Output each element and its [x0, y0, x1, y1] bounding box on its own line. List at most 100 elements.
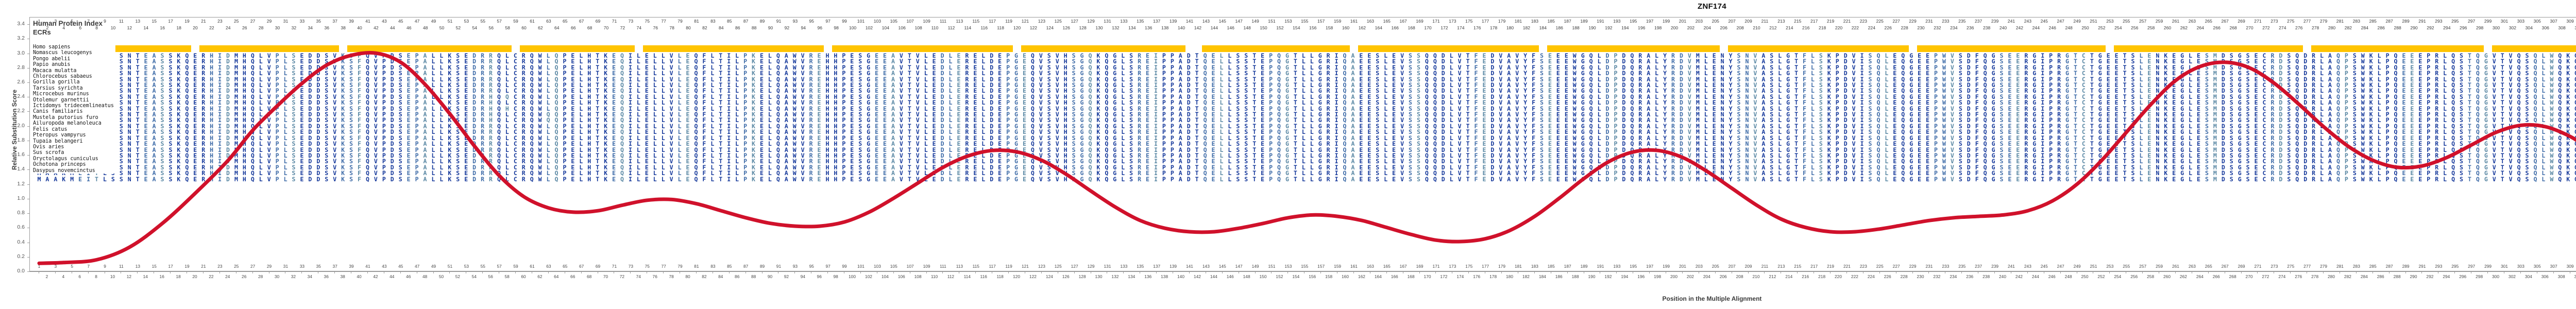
x-position-number: 20: [193, 25, 198, 30]
x-position-number: 251: [2090, 19, 2097, 24]
ecr-block[interactable]: [1021, 45, 1185, 52]
x-position-number: 117: [989, 19, 996, 24]
x-position-number: 147: [1235, 19, 1243, 24]
y-tick-label: 2.6: [17, 79, 25, 85]
x-position-number: 112: [947, 25, 955, 30]
x-position-number: 306: [2541, 25, 2549, 30]
x-position-number: 150: [1260, 25, 1267, 30]
x-position-number: 162: [1358, 25, 1366, 30]
x-position-number: 273: [2270, 19, 2278, 24]
x-position-number: 169: [1416, 19, 1423, 24]
x-position-number: 87: [743, 19, 749, 24]
x-position-number: 156: [1309, 25, 1317, 30]
x-position-number: 146: [1227, 25, 1234, 30]
x-position-number: 177: [1482, 19, 1489, 24]
x-position-number: 210: [1753, 25, 1760, 30]
x-position-number: 275: [2287, 19, 2295, 24]
x-position-number: 267: [2221, 19, 2229, 24]
x-position-number: 31: [283, 19, 289, 24]
ecr-block[interactable]: [1727, 45, 1909, 52]
ecr-track[interactable]: [30, 45, 2576, 52]
y-tick-label: 2.4: [17, 93, 25, 100]
x-position-number: 75: [645, 19, 650, 24]
x-position-number: 262: [2180, 25, 2188, 30]
y-tick-label: 0.0: [17, 268, 25, 274]
x-position-number: 280: [2328, 25, 2336, 30]
x-position-number: 118: [997, 25, 1004, 30]
x-position-number: 173: [1449, 19, 1456, 24]
x-position-number: 302: [2509, 25, 2517, 30]
x-position-number: 229: [1909, 19, 1917, 24]
x-position-number: 170: [1424, 25, 1432, 30]
x-position-number: 237: [1975, 19, 1982, 24]
x-position-number: 176: [1473, 25, 1481, 30]
ecr-block[interactable]: [1201, 45, 1350, 52]
x-position-number: 304: [2525, 25, 2533, 30]
x-position-number: 30: [275, 25, 280, 30]
x-position-number: 105: [890, 19, 897, 24]
y-tick-mark: [27, 111, 29, 112]
x-position-number: 35: [316, 19, 321, 24]
x-position-number: 33: [299, 19, 305, 24]
x-position-number: 191: [1597, 19, 1604, 24]
ecr-block[interactable]: [832, 45, 1013, 52]
x-position-number: 102: [865, 25, 873, 30]
ecr-block[interactable]: [2311, 45, 2484, 52]
x-position-number: 41: [365, 19, 370, 24]
x-position-number: 247: [2057, 19, 2064, 24]
x-position-number: 209: [1744, 19, 1752, 24]
x-position-number: 148: [1243, 25, 1251, 30]
x-position-number: 100: [849, 25, 857, 30]
x-position-number: 281: [2336, 19, 2344, 24]
x-position-number: 158: [1325, 25, 1333, 30]
x-position-number: 225: [1876, 19, 1884, 24]
ecr-block[interactable]: [347, 45, 512, 52]
x-position-number: 26: [242, 25, 247, 30]
x-position-number: 23: [217, 19, 223, 24]
x-position-number: 241: [2007, 19, 2015, 24]
y-tick-mark: [27, 24, 29, 25]
ecr-block[interactable]: [1358, 45, 1539, 52]
x-position-number: 258: [2147, 25, 2155, 30]
x-position-number: 216: [1802, 25, 1810, 30]
x-position-number: 214: [1786, 25, 1793, 30]
x-position-number: 217: [1810, 19, 1818, 24]
ecr-block[interactable]: [1917, 45, 2106, 52]
ecr-block[interactable]: [520, 45, 635, 52]
x-position-number: 143: [1202, 19, 1210, 24]
plot-area[interactable]: 1 3 5 7 9 11 13 15 17 19 21 23 25 27 29 31 33 35 37 39 41 43 4…: [29, 17, 2576, 271]
ecr-block[interactable]: [2492, 45, 2576, 52]
x-position-number: 93: [792, 19, 798, 24]
x-position-number: 161: [1350, 19, 1358, 24]
x-position-number: 208: [1736, 25, 1744, 30]
x-position-number: 80: [686, 25, 691, 30]
x-position-number: 160: [1342, 25, 1350, 30]
ecr-block[interactable]: [643, 45, 824, 52]
x-position-number: 4: [62, 25, 65, 30]
x-position-number: 235: [1958, 19, 1966, 24]
x-position-number: 308: [2558, 25, 2566, 30]
x-position-number: 294: [2443, 25, 2451, 30]
x-position-number: 168: [1408, 25, 1415, 30]
y-tick-label: 1.8: [17, 136, 25, 143]
x-position-number: 81: [694, 19, 699, 24]
x-position-number: 200: [1670, 25, 1679, 30]
ecr-block[interactable]: [199, 45, 340, 52]
x-position-number: 133: [1120, 19, 1128, 24]
x-position-number: 113: [956, 19, 963, 24]
x-position-number: 40: [357, 25, 362, 30]
x-position-number: 25: [233, 19, 239, 24]
x-position-number: 190: [1588, 25, 1596, 30]
alignment-grid[interactable]: MAAKMEITLSSNTEASSKQERHIDMHQLVPLSEDDSVKSF…: [30, 53, 2576, 182]
y-tick-label: 1.6: [17, 151, 25, 158]
ecr-block[interactable]: [2114, 45, 2303, 52]
x-position-number: 187: [1564, 19, 1571, 24]
x-position-number: 144: [1210, 25, 1218, 30]
x-position-number: 236: [1967, 25, 1974, 30]
x-position-number: 218: [1818, 25, 1826, 30]
ecr-block[interactable]: [1547, 45, 1720, 52]
x-position-number: 260: [2163, 25, 2172, 30]
x-position-number: 266: [2213, 25, 2221, 30]
x-position-number: 182: [1522, 25, 1531, 30]
x-position-number: 202: [1687, 25, 1695, 30]
